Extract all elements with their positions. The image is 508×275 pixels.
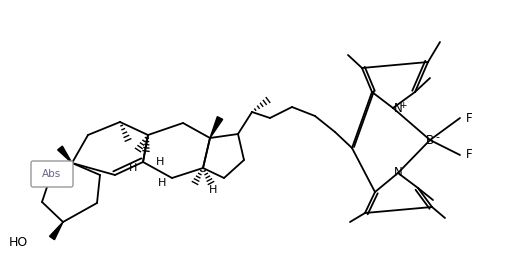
Polygon shape bbox=[210, 117, 223, 138]
Polygon shape bbox=[57, 146, 72, 163]
Text: Abs: Abs bbox=[42, 169, 61, 179]
Text: HO: HO bbox=[8, 235, 27, 249]
Text: H: H bbox=[209, 185, 217, 195]
Text: B: B bbox=[426, 133, 434, 147]
Text: +: + bbox=[399, 100, 407, 109]
Text: H: H bbox=[156, 157, 164, 167]
Text: H: H bbox=[158, 178, 166, 188]
FancyBboxPatch shape bbox=[31, 161, 73, 187]
Text: H: H bbox=[129, 163, 137, 173]
Text: -: - bbox=[435, 132, 439, 142]
Text: F: F bbox=[466, 111, 472, 125]
Text: N: N bbox=[394, 166, 402, 180]
Text: F: F bbox=[466, 148, 472, 161]
Text: N: N bbox=[394, 101, 403, 114]
Polygon shape bbox=[49, 222, 63, 240]
